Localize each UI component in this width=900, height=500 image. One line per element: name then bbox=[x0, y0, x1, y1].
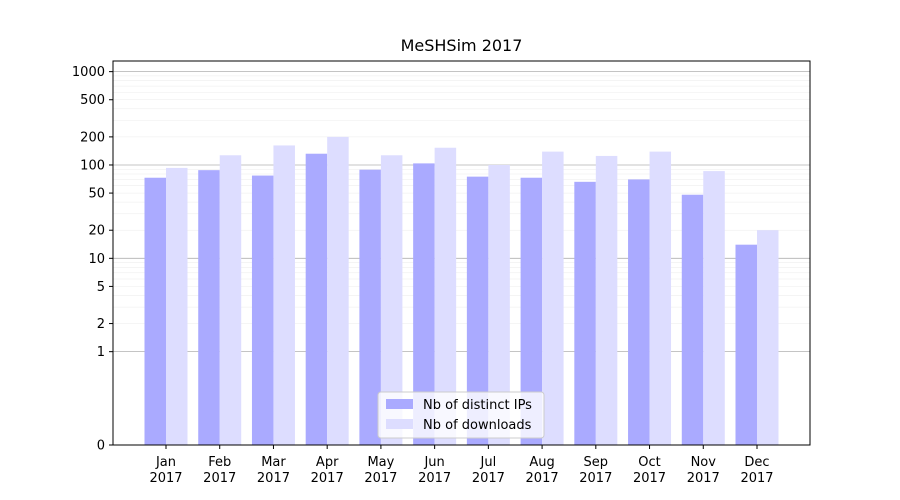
x-tick-label-month: Jan bbox=[155, 455, 176, 470]
legend-swatch-downloads bbox=[386, 419, 413, 429]
y-tick-label: 2 bbox=[97, 317, 105, 332]
y-tick-label: 10 bbox=[88, 252, 105, 267]
y-tick-label: 1 bbox=[97, 345, 105, 360]
y-tick-label: 500 bbox=[80, 93, 105, 108]
bar-distinct-ips bbox=[520, 177, 543, 445]
x-tick-label-month: Dec bbox=[744, 455, 769, 470]
chart-title: MeSHSim 2017 bbox=[401, 36, 523, 55]
bar-distinct-ips bbox=[251, 175, 274, 445]
bar-downloads bbox=[219, 155, 242, 446]
x-tick-label-year: 2017 bbox=[472, 471, 505, 486]
bar-distinct-ips bbox=[466, 176, 489, 445]
x-tick-label-year: 2017 bbox=[579, 471, 612, 486]
y-tick-label: 100 bbox=[80, 158, 105, 173]
x-tick-label-year: 2017 bbox=[257, 471, 290, 486]
y-tick-label: 20 bbox=[88, 224, 105, 239]
x-tick-label-month: Aug bbox=[529, 455, 554, 470]
bar-downloads bbox=[327, 136, 349, 445]
y-tick-label: 5 bbox=[97, 280, 105, 295]
x-tick-label-year: 2017 bbox=[311, 471, 344, 486]
x-tick-label-month: Sep bbox=[584, 455, 609, 470]
legend-box bbox=[377, 391, 545, 439]
bar-downloads bbox=[273, 145, 295, 445]
x-tick-label-year: 2017 bbox=[203, 471, 236, 486]
y-tick-label: 1000 bbox=[72, 65, 105, 80]
x-tick-label-year: 2017 bbox=[633, 471, 666, 486]
x-tick-label-year: 2017 bbox=[740, 471, 773, 486]
x-tick-label-month: Oct bbox=[638, 455, 660, 470]
bar-distinct-ips bbox=[305, 153, 328, 445]
legend: Nb of distinct IPs Nb of downloads bbox=[377, 391, 545, 439]
bar-distinct-ips bbox=[681, 194, 704, 445]
y-tick-label: 200 bbox=[80, 130, 105, 145]
x-tick-label-year: 2017 bbox=[418, 471, 451, 486]
bar-downloads bbox=[488, 164, 510, 446]
x-tick-label-year: 2017 bbox=[687, 471, 720, 486]
x-tick-label-month: Mar bbox=[261, 455, 286, 470]
legend-label-downloads: Nb of downloads bbox=[423, 418, 532, 433]
x-axis: Jan2017Feb2017Mar2017Apr2017May2017Jun20… bbox=[149, 445, 774, 486]
legend-swatch-distinct-ips bbox=[386, 399, 413, 409]
x-tick-label-year: 2017 bbox=[149, 471, 182, 486]
x-tick-label-year: 2017 bbox=[364, 471, 397, 486]
y-tick-label: 0 bbox=[97, 439, 105, 454]
bar-distinct-ips bbox=[574, 181, 596, 445]
bars bbox=[144, 136, 779, 446]
bar-distinct-ips bbox=[359, 169, 381, 445]
x-tick-label-month: Apr bbox=[316, 455, 339, 470]
x-tick-label-month: Jun bbox=[423, 455, 444, 470]
bar-downloads bbox=[380, 155, 403, 446]
y-tick-label: 50 bbox=[88, 187, 105, 202]
bar-downloads bbox=[166, 167, 188, 446]
bar-distinct-ips bbox=[413, 163, 435, 446]
plot-frame bbox=[112, 60, 811, 446]
x-tick-label-month: May bbox=[367, 455, 394, 470]
bar-downloads bbox=[703, 171, 725, 445]
x-tick-label-month: Feb bbox=[208, 455, 231, 470]
x-tick-label-month: Nov bbox=[691, 455, 717, 470]
bar-downloads bbox=[542, 151, 564, 445]
bar-downloads bbox=[434, 147, 457, 445]
y-axis: 0 1 2 5 10 20 50 100 200 500 1000 bbox=[72, 65, 113, 454]
legend-label-distinct-ips: Nb of distinct IPs bbox=[423, 398, 532, 413]
bar-distinct-ips bbox=[628, 179, 650, 445]
bar-distinct-ips bbox=[198, 170, 220, 445]
bar-downloads bbox=[649, 151, 672, 445]
bar-distinct-ips bbox=[735, 244, 757, 445]
bar-downloads bbox=[595, 155, 618, 445]
x-tick-label-year: 2017 bbox=[526, 471, 559, 486]
bar-distinct-ips bbox=[144, 177, 166, 445]
bar-downloads bbox=[757, 230, 779, 445]
x-tick-label-month: Jul bbox=[480, 455, 497, 470]
